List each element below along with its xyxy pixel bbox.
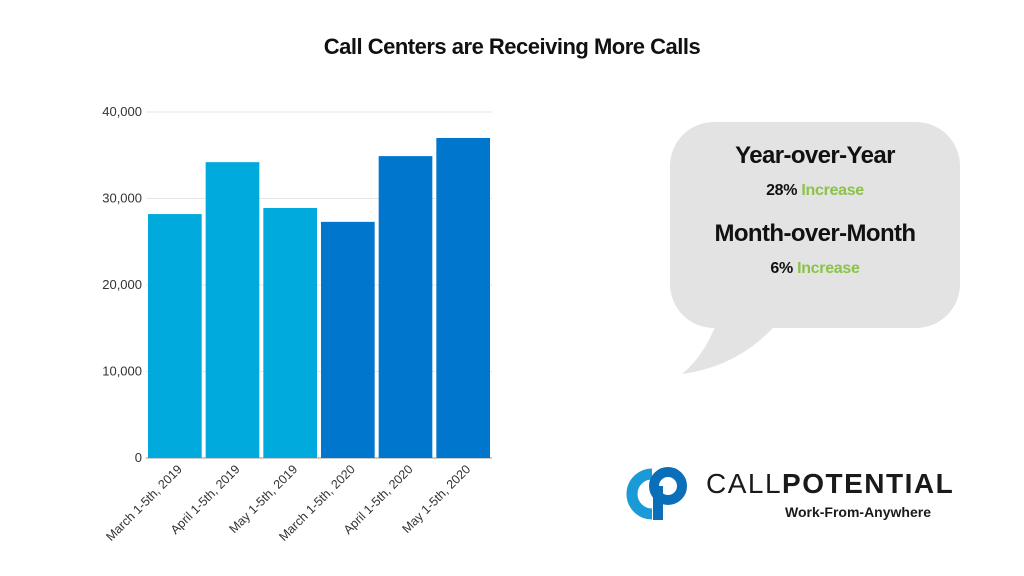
call-potential-logo: CALLPOTENTIAL Work-From-Anywhere [622, 460, 962, 530]
bar [205, 162, 260, 459]
bar [263, 208, 317, 458]
bar [148, 214, 202, 458]
brand-name: CALLPOTENTIAL [706, 468, 954, 500]
brand-tagline: Work-From-Anywhere [785, 504, 931, 520]
y-tick-label: 30,000 [102, 191, 142, 206]
logo-mark-icon [626, 467, 687, 520]
brand-name-light: CALL [706, 468, 783, 499]
bar [321, 221, 375, 458]
y-tick-label: 0 [135, 450, 142, 465]
mom-increase-word: Increase [797, 260, 860, 277]
mom-value: 6% [770, 260, 793, 277]
y-tick-label: 40,000 [102, 104, 142, 119]
bar [436, 137, 490, 458]
yoy-increase-word: Increase [801, 182, 864, 199]
yoy-line: 28% Increase [670, 182, 960, 200]
chart-title: Call Centers are Receiving More Calls [323, 34, 701, 59]
mom-title: Month-over-Month [714, 220, 916, 247]
callout-bubble: Year-over-Year 28% Increase Month-over-M… [660, 118, 970, 388]
brand-name-bold: POTENTIAL [782, 468, 955, 499]
y-tick-label: 20,000 [102, 277, 142, 292]
yoy-value: 28% [766, 182, 798, 199]
yoy-title: Year-over-Year [735, 142, 895, 169]
bar [378, 156, 433, 459]
speech-bubble-shape [670, 122, 960, 374]
mom-line: 6% Increase [670, 260, 960, 278]
y-tick-label: 10,000 [102, 364, 142, 379]
